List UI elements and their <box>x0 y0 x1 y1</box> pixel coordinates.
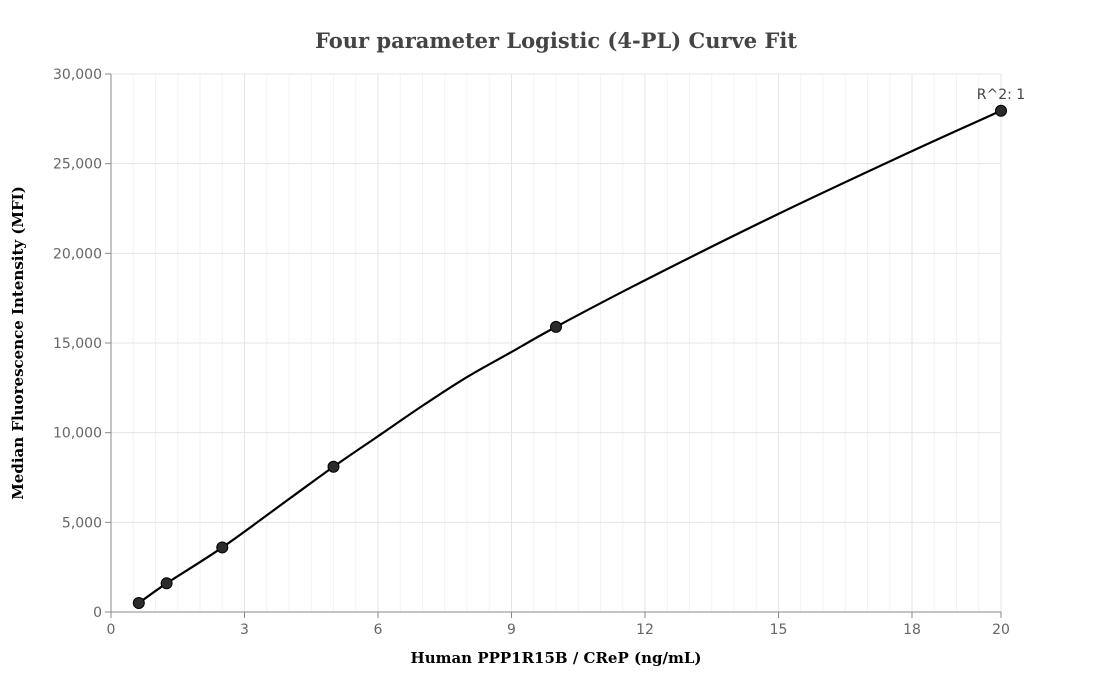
y-tick-label: 5,000 <box>62 515 102 531</box>
r-squared-annotation: R^2: 1 <box>977 87 1025 103</box>
y-tick-label: 20,000 <box>53 246 102 262</box>
data-point[interactable] <box>550 320 562 333</box>
y-axis-title: Median Fluorescence Intensity (MFI) <box>9 186 27 500</box>
data-point[interactable] <box>327 460 340 473</box>
label-layer: R^2: 1 <box>977 87 1025 103</box>
fit-curve <box>138 109 1002 604</box>
axis-layer: 0 3 6 9 12 15 18 20 0 5,000 10,000 15,000 20,000 25,0… <box>53 67 1010 638</box>
point-layer <box>132 104 1007 610</box>
y-tick-label: 15,000 <box>53 336 102 352</box>
x-tick-label: 3 <box>240 622 249 638</box>
x-tick-label: 9 <box>507 622 516 638</box>
chart-title: Four parameter Logistic (4-PL) Curve Fit <box>315 28 797 53</box>
data-point[interactable] <box>160 577 173 590</box>
x-axis-title: Human PPP1R15B / CReP (ng/mL) <box>411 649 702 667</box>
x-tick-label: 12 <box>636 622 654 638</box>
y-tick-label: 0 <box>93 605 102 621</box>
x-tick-label: 20 <box>992 622 1010 638</box>
x-tick-label: 18 <box>903 622 921 638</box>
y-tick-label: 10,000 <box>53 426 102 442</box>
curve-layer <box>138 109 1002 604</box>
grid-layer <box>110 73 1002 613</box>
x-tick-label: 0 <box>107 622 116 638</box>
x-tick-label: 6 <box>374 622 383 638</box>
y-tick-label: 30,000 <box>53 67 102 83</box>
data-point[interactable] <box>216 541 229 554</box>
x-tick-label: 15 <box>770 622 788 638</box>
y-tick-label: 25,000 <box>53 157 102 173</box>
data-point[interactable] <box>995 104 1007 117</box>
data-point[interactable] <box>132 597 145 610</box>
